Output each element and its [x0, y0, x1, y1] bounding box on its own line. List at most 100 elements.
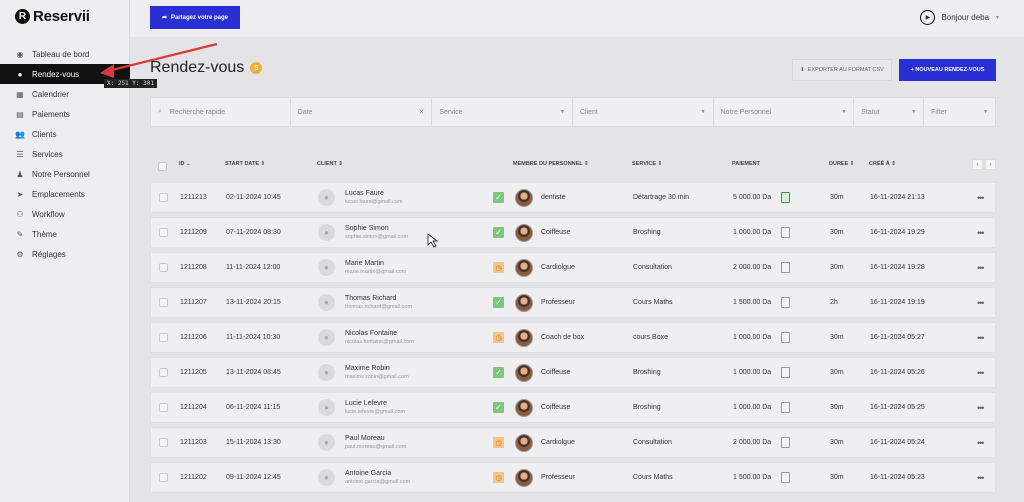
row-checkbox[interactable] [159, 228, 168, 237]
col-start-date[interactable]: START DATE ⇕ [225, 161, 266, 167]
invoice-icon[interactable] [781, 192, 791, 203]
col-id[interactable]: ID ⌄ [179, 161, 191, 167]
sidebar-item-label: Rendez-vous [32, 69, 80, 79]
next-page-icon[interactable]: › [985, 159, 996, 170]
status-pending-icon[interactable]: ◷ [493, 437, 504, 448]
status-confirmed-icon[interactable]: ✓ [493, 227, 504, 238]
invoice-icon[interactable] [781, 437, 791, 448]
row-checkbox[interactable] [159, 263, 168, 272]
more-options-icon[interactable]: ••• [977, 367, 985, 378]
more-options-icon[interactable]: ••• [977, 332, 985, 343]
user-avatar-icon: ▶ [920, 10, 936, 25]
share-page-button[interactable]: ➦ Partagez votre page [150, 6, 240, 29]
more-options-icon[interactable]: ••• [977, 262, 985, 273]
prev-page-icon[interactable]: ‹ [972, 159, 983, 170]
search-input[interactable]: ⌕ Recherche rapide [151, 98, 291, 126]
table-row[interactable]: 1211202 09-11-2024 12:45 ● Antoine Garci… [150, 462, 996, 493]
col-created[interactable]: CRÉÉ À ⇕ [869, 161, 896, 167]
row-checkbox[interactable] [159, 193, 168, 202]
table-row[interactable]: 1211209 07-11-2024 08:30 ● Sophie Simon … [150, 217, 996, 248]
sidebar-item-label: Tableau de bord [32, 49, 90, 59]
row-created: 16-11-2024 05:25 [870, 404, 925, 411]
clear-icon[interactable]: ✕ [418, 109, 425, 116]
invoice-icon[interactable] [781, 367, 791, 378]
sidebar-item-r-glages[interactable]: ⚙ Réglages [0, 244, 130, 264]
more-options-icon[interactable]: ••• [977, 192, 985, 203]
invoice-icon[interactable] [781, 472, 791, 483]
select-all-checkbox[interactable] [158, 162, 167, 171]
client-name[interactable]: Maxime Robin [345, 365, 390, 372]
sidebar-item-th-me[interactable]: ✎ Thème [0, 224, 130, 244]
row-checkbox[interactable] [159, 473, 168, 482]
client-name[interactable]: Antoine Garcia [345, 470, 392, 477]
table-row[interactable]: 1211204 06-11-2024 11:15 ● Lucie Lefevre… [150, 392, 996, 423]
personnel-filter[interactable]: Notre Personnel ▼ [714, 98, 855, 126]
sidebar-item-tableau-de-bord[interactable]: ◉ Tableau de bord [0, 44, 130, 64]
row-checkbox[interactable] [159, 368, 168, 377]
export-csv-button[interactable]: ⬇ EXPORTER AU FORMAT CSV [792, 59, 892, 81]
client-name[interactable]: Sophie Simon [345, 225, 389, 232]
sidebar-item-paiements[interactable]: ▤ Paiements [0, 104, 130, 124]
sidebar-item-emplacements[interactable]: ➤ Emplacements [0, 184, 130, 204]
col-client[interactable]: CLIENT ⇕ [317, 161, 344, 167]
table-row[interactable]: 1211208 11-11-2024 12:00 ● Marie Martin … [150, 252, 996, 283]
invoice-icon[interactable] [781, 227, 791, 238]
brand-name: Reservii [33, 8, 90, 25]
more-options-icon[interactable]: ••• [977, 227, 985, 238]
sidebar-item-clients[interactable]: 👥 Clients [0, 124, 130, 144]
status-confirmed-icon[interactable]: ✓ [493, 402, 504, 413]
user-menu[interactable]: ▶ Bonjour deba ▼ [920, 10, 1000, 25]
new-appointment-button[interactable]: + NOUVEAU RENDEZ-VOUS [899, 59, 996, 81]
col-service[interactable]: SERVICE ⇕ [632, 161, 663, 167]
col-duration[interactable]: DUREE ⇕ [829, 161, 855, 167]
row-checkbox[interactable] [159, 438, 168, 447]
status-pending-icon[interactable]: ◷ [493, 332, 504, 343]
table-row[interactable]: 1211205 13-11-2024 08:45 ● Maxime Robin … [150, 357, 996, 388]
client-name[interactable]: Lucas Faure [345, 190, 384, 197]
staff-name: Coiffeuse [541, 229, 571, 236]
status-confirmed-icon[interactable]: ✓ [493, 297, 504, 308]
invoice-icon[interactable] [781, 262, 791, 273]
more-options-icon[interactable]: ••• [977, 437, 985, 448]
status-confirmed-icon[interactable]: ✓ [493, 192, 504, 203]
status-confirmed-icon[interactable]: ✓ [493, 367, 504, 378]
col-staff[interactable]: MEMBRE DU PERSONNEL ⇕ [513, 161, 589, 167]
more-options-icon[interactable]: ••• [977, 402, 985, 413]
sidebar-item-workflow[interactable]: ⚇ Workflow [0, 204, 130, 224]
table-row[interactable]: 1211207 13-11-2024 20:15 ● Thomas Richar… [150, 287, 996, 318]
sidebar-nav: ◉ Tableau de bord ● Rendez-vous ▦ Calendrier ▤… [0, 44, 130, 264]
extra-filter[interactable]: Filter ▼ [924, 98, 995, 126]
status-pending-icon[interactable]: ◷ [493, 472, 504, 483]
row-service: Broshing [633, 229, 661, 236]
client-name[interactable]: Nicolas Fontaine [345, 330, 398, 337]
client-filter[interactable]: Client ▼ [573, 98, 714, 126]
table-row[interactable]: 1211206 11-11-2024 10:30 ● Nicolas Fonta… [150, 322, 996, 353]
row-duration: 30m [830, 439, 844, 446]
client-name[interactable]: Thomas Richard [345, 295, 397, 302]
brand-logo[interactable]: R Reservii [15, 8, 90, 25]
row-created: 16-11-2024 05:27 [870, 334, 925, 341]
row-checkbox[interactable] [159, 403, 168, 412]
sidebar-item-rendez-vous[interactable]: ● Rendez-vous [0, 64, 130, 84]
row-checkbox[interactable] [159, 298, 168, 307]
row-checkbox[interactable] [159, 333, 168, 342]
more-options-icon[interactable]: ••• [977, 472, 985, 483]
status-pending-icon[interactable]: ◷ [493, 262, 504, 273]
sidebar-item-services[interactable]: ☰ Services [0, 144, 130, 164]
row-created: 16-11-2024 19:29 [870, 229, 925, 236]
service-filter[interactable]: Service ▼ [432, 98, 573, 126]
invoice-icon[interactable] [781, 332, 791, 343]
status-filter[interactable]: Statut ▼ [854, 98, 925, 126]
client-name[interactable]: Lucie Lefevre [345, 400, 388, 407]
sidebar-item-calendrier[interactable]: ▦ Calendrier [0, 84, 130, 104]
invoice-icon[interactable] [781, 297, 791, 308]
date-filter[interactable]: Date ✕ [291, 98, 433, 126]
table-row[interactable]: 1211213 02-11-2024 10:45 ● Lucas Faure l… [150, 182, 996, 213]
client-name[interactable]: Paul Moreau [345, 435, 385, 442]
sidebar-item-notre-personnel[interactable]: ♟ Notre Personnel [0, 164, 130, 184]
more-options-icon[interactable]: ••• [977, 297, 985, 308]
client-name[interactable]: Marie Martin [345, 260, 384, 267]
personnel-filter-label: Notre Personnel [720, 108, 772, 116]
invoice-icon[interactable] [781, 402, 791, 413]
table-row[interactable]: 1211203 15-11-2024 13:30 ● Paul Moreau p… [150, 427, 996, 458]
